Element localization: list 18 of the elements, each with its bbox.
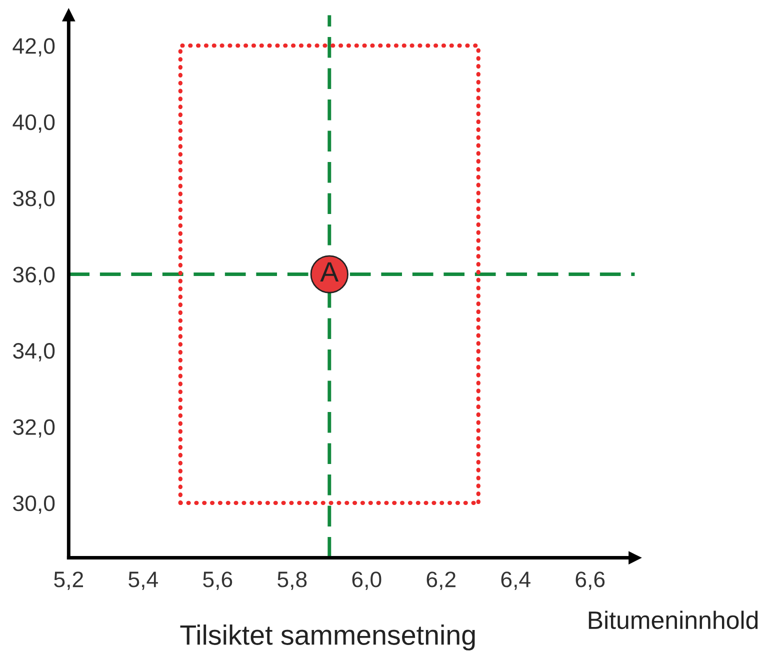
x-tick-label: 6,2 xyxy=(426,572,456,590)
x-tick-label: 5,6 xyxy=(203,572,232,590)
y-tick-label: 38,0 xyxy=(13,190,55,209)
x-tick-label: 5,4 xyxy=(128,572,158,590)
y-tick-label: 32,0 xyxy=(13,419,55,438)
y-tick-label: 36,0 xyxy=(13,266,55,286)
x-axis-title: Bitumeninnhold xyxy=(588,610,758,630)
y-tick-label: 30,0 xyxy=(13,495,55,514)
y-tick-label: 42,0 xyxy=(12,38,55,56)
text: Tilsiktet sammensetning xyxy=(180,624,475,650)
x-tick-label: 6,0 xyxy=(352,572,382,590)
y-tick-label: 40,0 xyxy=(12,114,55,133)
x-tick-label: 6,6 xyxy=(576,572,605,590)
annotation: A xyxy=(320,262,339,282)
x-tick-label: 5,8 xyxy=(278,572,307,590)
y-tick-label: 34,0 xyxy=(13,343,55,362)
x-tick-label: 6,4 xyxy=(501,572,530,590)
x-tick-label: 5,2 xyxy=(54,572,83,590)
